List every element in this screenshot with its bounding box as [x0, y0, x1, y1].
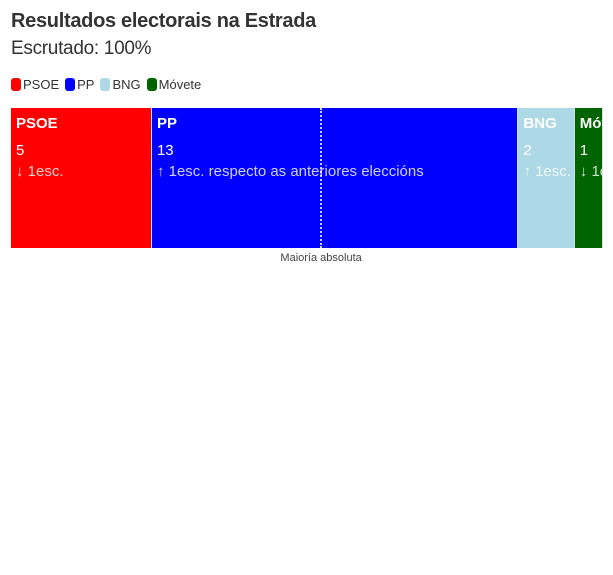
legend-label: PSOE — [23, 77, 60, 92]
legend-item: PP — [65, 77, 94, 92]
legend-item: Móvete — [146, 77, 202, 92]
majority-line — [320, 108, 323, 248]
bar-seats-label: 5 — [16, 142, 25, 159]
legend-label: BNG — [112, 77, 141, 92]
bar-seats-label: 2 — [523, 142, 532, 159]
bar-party-label: Móvete — [579, 115, 602, 132]
bar-change-label: ↓ 1esc. — [579, 163, 602, 180]
chart-title: Resultados electorais na Estrada — [11, 10, 316, 32]
bar-change-label: ↓ 1esc. — [16, 163, 64, 180]
legend-swatch — [146, 78, 157, 91]
bar-pp: PP 13 ↑ 1esc. respecto as anteriores elecc… — [151, 108, 519, 248]
legend-item: BNG — [100, 77, 141, 92]
majority-label: Maioría absoluta — [280, 252, 362, 264]
legend-label: Móvete — [158, 77, 202, 92]
legend-item: PSOE — [11, 77, 59, 92]
seat-bars: PSOE 5 ↓ 1esc. PP 13 ↑ 1esc. respecto as ante… — [11, 108, 603, 248]
bar-bng: BNG 2 ↑ 1esc. — [518, 108, 575, 248]
legend-swatch — [11, 78, 21, 91]
bar-móvete: Móvete 1 ↓ 1esc. — [574, 108, 603, 248]
bar-seats-label: 13 — [156, 142, 174, 159]
legend-swatch — [65, 78, 76, 91]
legend-label: PP — [77, 77, 95, 92]
chart-subtitle: Escrutado: 100% — [11, 38, 152, 59]
bar-change-label: ↑ 1esc. — [523, 163, 571, 180]
legend: PSOE PP BNG Móvete — [11, 77, 201, 92]
bar-party-label: BNG — [523, 115, 557, 132]
bar-seats-label: 1 — [579, 142, 589, 159]
legend-swatch — [100, 78, 111, 91]
bar-change-label: ↑ 1esc. respecto as anteriores eleccións — [156, 163, 424, 180]
bar-party-label: PSOE — [16, 115, 58, 132]
bar-psoe: PSOE 5 ↓ 1esc. — [11, 108, 152, 248]
bar-party-label: PP — [156, 115, 177, 132]
